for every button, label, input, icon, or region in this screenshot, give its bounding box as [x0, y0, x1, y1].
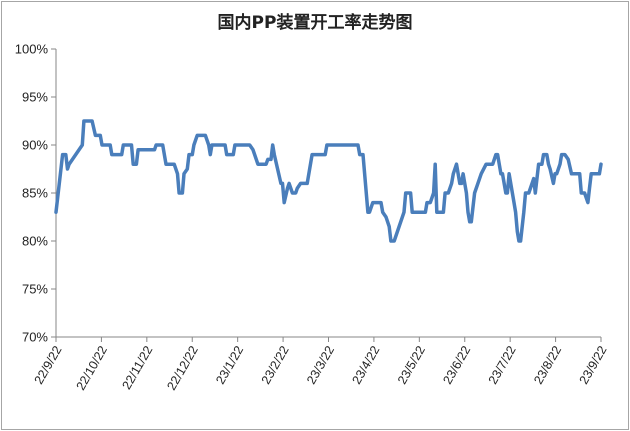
y-tick-label: 80%	[22, 234, 48, 249]
x-tick-label: 23/7/22	[486, 343, 519, 386]
x-tick-label: 23/5/22	[395, 343, 428, 386]
x-tick-label: 22/12/22	[164, 343, 200, 392]
y-tick-label: 100%	[15, 42, 49, 57]
x-tick-label: 23/8/22	[531, 343, 564, 386]
x-tick-labels: 22/9/22 22/10/22 22/11/22 22/12/22 23/1/22 23…	[32, 343, 610, 392]
x-tick-label: 22/9/22	[32, 343, 65, 386]
x-tick-label: 23/6/22	[440, 343, 473, 386]
x-tick-label: 23/4/22	[350, 343, 383, 386]
x-tick-label: 22/11/22	[119, 343, 155, 391]
y-tick-label: 95%	[22, 90, 48, 105]
x-tick-label: 23/3/22	[304, 343, 337, 386]
x-tick-label: 23/1/22	[213, 343, 246, 386]
series-line	[54, 119, 603, 243]
x-tick-label: 23/9/22	[577, 343, 610, 386]
y-tick-label: 90%	[22, 138, 48, 153]
y-tick-labels: 70% 75% 80% 85% 90% 95% 100%	[15, 42, 49, 345]
chart-title: 国内PP装置开工率走势图	[217, 13, 413, 33]
y-tick-label: 85%	[22, 186, 48, 201]
y-tick-label: 70%	[22, 330, 48, 345]
axes	[51, 48, 602, 342]
y-tick-label: 75%	[22, 282, 48, 297]
x-tick-label: 22/10/22	[74, 343, 110, 392]
x-tick-label: 23/2/22	[259, 343, 292, 386]
